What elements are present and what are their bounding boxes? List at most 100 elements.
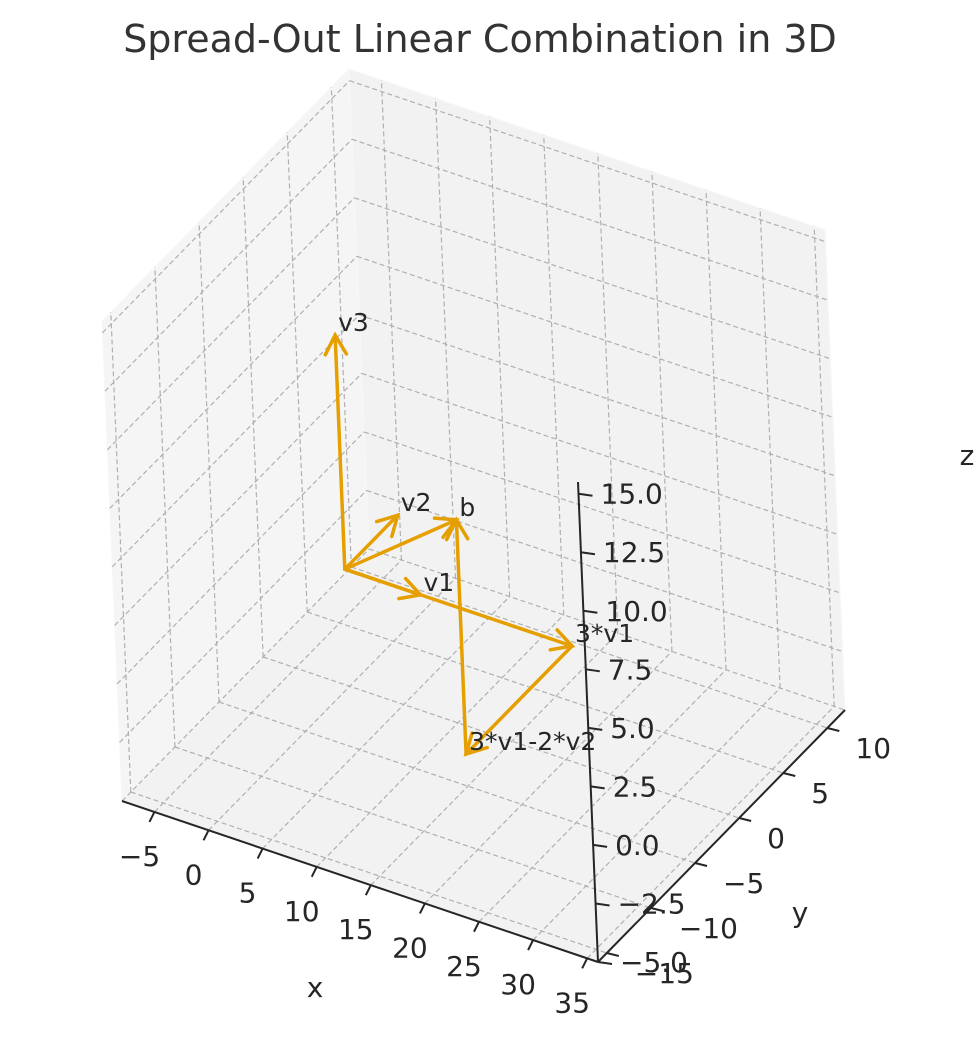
vector-label: v2 (401, 488, 432, 517)
grid-z-side (121, 548, 370, 802)
y-tick-label: 0 (767, 822, 785, 855)
y-tick-label: 5 (811, 777, 829, 810)
z-tick-label: 12.5 (603, 536, 665, 569)
grid-z-back (363, 431, 841, 594)
grid-y-side (154, 266, 176, 748)
vector-arrowhead (374, 512, 401, 539)
z-tick-label: −5.0 (620, 946, 688, 979)
grid-z-side (119, 490, 367, 743)
grid-y-floor (307, 611, 784, 774)
x-tick-label: 0 (185, 858, 203, 891)
vector-line (343, 518, 459, 571)
y-tick-mark (650, 907, 664, 912)
grid-x-back (651, 171, 673, 652)
z-tick-mark (585, 668, 600, 673)
grid-z-back (351, 138, 829, 301)
z-tick-mark (597, 961, 613, 965)
vector-label: v1 (424, 568, 455, 597)
x-tick-mark (202, 829, 210, 841)
grid-x-back (597, 153, 619, 634)
grid-x-floor (370, 632, 619, 886)
x-tick-label: 20 (392, 932, 428, 965)
grid-x-floor (586, 705, 835, 959)
grid-z-side (116, 431, 365, 685)
vector-line (343, 513, 400, 571)
x-axis-line (121, 800, 599, 963)
z-tick-mark (583, 609, 598, 614)
grid-x-floor (262, 596, 511, 849)
grid-x-floor (316, 614, 565, 868)
y-tick-label: −15 (635, 957, 694, 990)
grid-x-back (380, 79, 403, 561)
z-tick-mark (595, 902, 610, 907)
vector-line (333, 333, 347, 571)
x-tick-label: 35 (554, 986, 590, 1019)
x-tick-label: 30 (500, 968, 536, 1001)
x-tick-label: 10 (284, 895, 320, 928)
grid-x-floor (532, 687, 781, 941)
grid-y-side (286, 131, 308, 613)
y-tick-mark (827, 727, 840, 732)
grid-y-floor (174, 746, 652, 909)
y-axis-label: y (792, 896, 809, 929)
vector-label: 3*v1-2*v2 (469, 727, 596, 756)
y-tick-mark (606, 952, 620, 957)
z-axis-line (577, 481, 599, 963)
grid-z-back (354, 197, 831, 360)
z-tick-label: 10.0 (605, 595, 667, 628)
z-tick-mark (580, 551, 596, 556)
grid-y-side (198, 221, 220, 703)
vector-label: 3*v1 (575, 619, 634, 648)
x-axis-label: x (307, 971, 324, 1004)
grid-z-back (359, 314, 836, 477)
grid-y-side (110, 311, 132, 793)
vector-line (454, 518, 468, 756)
y-tick-label: −5 (723, 867, 764, 900)
z-tick-mark (590, 785, 605, 790)
grid-x-floor (208, 577, 456, 831)
grid-z-back (368, 548, 846, 711)
vectors: v1 v2 v3 3*v1 3*v1-2*v2 b (323, 308, 634, 757)
x-tick-label: 25 (446, 950, 482, 983)
grid-z-side (106, 197, 355, 451)
vector-line (464, 644, 574, 756)
x-tick-mark (473, 921, 480, 933)
grid-z-back (349, 80, 826, 243)
grid-z-side (114, 372, 363, 626)
x-tick-mark (527, 939, 534, 951)
grid-lines (102, 79, 846, 959)
grid-x-back (543, 134, 565, 615)
z-tick-mark (578, 492, 593, 497)
grid-z-back (356, 255, 833, 418)
tick-labels: −505101520253035−15−10−50510−5.0−2.50.02… (119, 478, 891, 1020)
z-tick-label: 0.0 (615, 829, 660, 862)
y-tick-mark (783, 772, 796, 777)
x-tick-mark (364, 884, 372, 896)
grid-x-back (434, 98, 457, 579)
grid-y-side (242, 176, 264, 658)
grid-x-back (759, 208, 781, 689)
grid-y-side (330, 86, 352, 568)
grid-x-floor (478, 669, 727, 923)
grid-x-floor (424, 651, 673, 904)
z-tick-label: 2.5 (613, 770, 658, 803)
vector-label: b (459, 493, 475, 522)
x-tick-label: −5 (119, 840, 160, 873)
vector-arrowhead (323, 331, 349, 357)
x-tick-mark (419, 903, 426, 914)
x-tick-label: 5 (239, 877, 257, 910)
grid-y-floor (130, 791, 608, 954)
axis-lines (121, 481, 846, 969)
grid-z-side (104, 138, 353, 392)
vector-arrowhead (432, 516, 460, 540)
vector-label: v3 (338, 308, 369, 337)
z-tick-label: 15.0 (601, 478, 663, 511)
x-tick-mark (581, 957, 589, 969)
z-tick-label: −2.5 (618, 888, 686, 921)
x-tick-mark (256, 848, 264, 860)
y-tick-label: 10 (855, 732, 891, 765)
y-tick-label: −10 (679, 912, 738, 945)
grid-y-floor (351, 566, 828, 729)
y-axis-line (597, 709, 846, 963)
